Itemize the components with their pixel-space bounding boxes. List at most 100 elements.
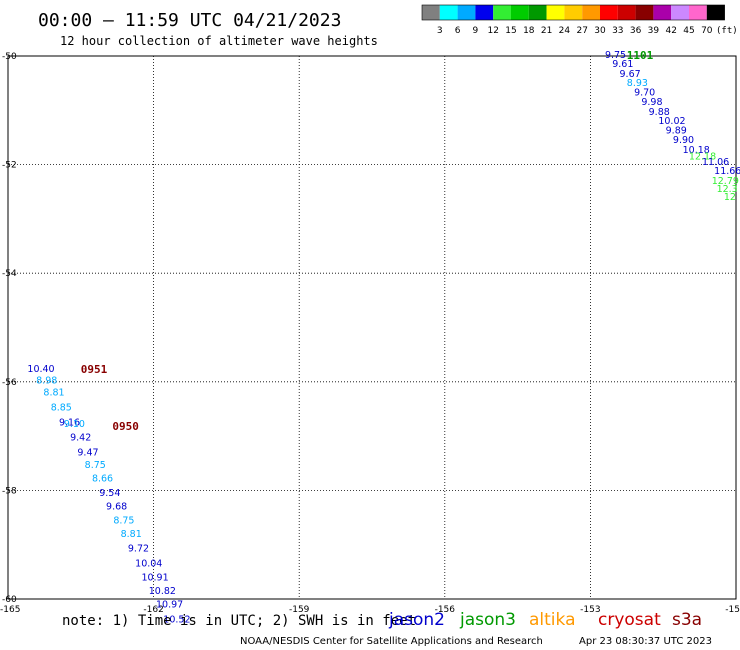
colorbar-swatch	[617, 5, 636, 20]
wave-height-point: 9.16	[59, 418, 80, 429]
data-points: 10.408.988.818.859.169.109.429.478.758.6…	[27, 50, 740, 626]
colorbar-swatch	[582, 5, 600, 20]
wave-height-point: 8.81	[43, 388, 64, 399]
wave-height-point: 9.61	[612, 59, 633, 70]
wave-height-point: 10.40	[27, 364, 54, 375]
colorbar-tick-label: 36	[630, 26, 642, 36]
wave-height-point: 10.52	[163, 615, 190, 626]
wave-height-point: 10.04	[135, 559, 162, 570]
wave-height-point: 11.66	[714, 166, 740, 177]
footer-credit: NOAA/NESDIS Center for Satellite Applica…	[240, 636, 543, 647]
pass-time-label: 0951	[81, 363, 108, 376]
time-labels: 0951 0950 1101	[81, 49, 654, 433]
wave-height-point: 9.70	[634, 87, 655, 98]
colorbar-tick-label: 15	[505, 26, 516, 36]
y-tick-label: -52	[2, 161, 17, 171]
legend-entry-altika: altika	[529, 610, 576, 630]
wave-height-point: 12.79	[712, 176, 739, 187]
colorbar: 3 6 9 12 15 18 21 24 27 30 33 36 39 42 45 70	[421, 4, 725, 36]
colorbar-border	[421, 4, 725, 21]
legend-entry-jason3: jason3	[459, 610, 516, 630]
colorbar-swatch	[689, 5, 707, 20]
colorbar-swatch	[439, 5, 458, 20]
legend-entry-s3a: s3a	[672, 610, 702, 630]
wave-height-point: 12.3	[717, 184, 738, 195]
x-tick-label: -153	[580, 605, 600, 615]
wave-height-point: 12.18	[689, 151, 716, 162]
legend: jason2 jason3 altika cryosat s3a	[388, 610, 702, 630]
wave-height-point: 8.85	[51, 402, 72, 413]
grid-lines	[8, 56, 736, 599]
colorbar-swatch	[564, 5, 583, 20]
colorbar-swatch	[457, 5, 476, 20]
wave-height-point: 10.02	[658, 116, 685, 127]
chart-title: 00:00 – 11:59 UTC 04/21/2023	[38, 10, 341, 31]
x-tick-label: -165	[0, 605, 20, 615]
colorbar-tick-label: 18	[523, 26, 535, 36]
x-tick-label: -156	[435, 605, 456, 615]
wave-height-point: 11.06	[702, 157, 729, 168]
pass-time-label: 1101	[627, 49, 654, 62]
x-tick-label: -159	[289, 605, 310, 615]
colorbar-tick-label: 6	[455, 26, 461, 36]
wave-height-point: 10.91	[141, 572, 168, 583]
colorbar-tick-label: 30	[594, 26, 606, 36]
wave-height-point: 8.81	[121, 529, 142, 540]
wave-height-point: 8.98	[36, 376, 57, 387]
legend-entry-cryosat: cryosat	[598, 610, 661, 630]
x-tick-label: -15	[725, 605, 740, 615]
colorbar-unit: (ft)	[716, 26, 738, 36]
legend-entry-jason2: jason2	[388, 610, 445, 630]
colorbar-swatch	[653, 5, 672, 20]
y-tick-label: -60	[2, 595, 17, 605]
colorbar-swatch	[671, 5, 689, 20]
colorbar-swatch	[546, 5, 565, 20]
wave-height-point: 10.18	[683, 145, 710, 156]
colorbar-swatch	[493, 5, 511, 20]
x-tick-labels: -165 -162 -159 -156 -153 -15	[0, 605, 740, 615]
plot-frame	[7, 55, 737, 600]
wave-height-point: 9.98	[641, 97, 662, 108]
colorbar-tick-label: 24	[559, 26, 571, 36]
colorbar-tick-label: 27	[576, 26, 587, 36]
colorbar-tick-label: 70	[701, 26, 713, 36]
wave-height-point: 9.75	[605, 50, 626, 61]
colorbar-tick-label: 33	[612, 26, 623, 36]
colorbar-tick-label: 45	[683, 26, 694, 36]
colorbar-tick-label: 42	[665, 26, 676, 36]
y-tick-label: -58	[2, 486, 17, 496]
wave-height-point: 12	[724, 192, 736, 203]
colorbar-swatch	[635, 5, 654, 20]
colorbar-swatch	[706, 5, 725, 20]
colorbar-swatch	[511, 5, 529, 20]
wave-height-point: 9.90	[673, 135, 694, 146]
y-tick-label: -54	[2, 269, 17, 279]
wave-height-point: 9.42	[70, 433, 91, 444]
colorbar-swatch	[422, 5, 440, 20]
wave-height-point: 9.47	[77, 447, 98, 458]
x-tick-label: -162	[143, 605, 163, 615]
wave-height-point: 9.72	[128, 544, 149, 555]
y-tick-labels: -50 -52 -54 -56 -58 -60	[2, 52, 17, 605]
colorbar-tick-label: 39	[648, 26, 660, 36]
wave-height-point: 9.88	[649, 107, 670, 118]
wave-height-point: 8.93	[627, 78, 648, 89]
wave-height-point: 9.54	[99, 488, 120, 499]
pass-time-label: 0950	[112, 420, 139, 433]
chart-subtitle: 12 hour collection of altimeter wave hei…	[60, 34, 378, 48]
colorbar-swatch	[528, 5, 547, 20]
colorbar-tick-label: 9	[473, 26, 479, 36]
colorbar-swatch	[600, 5, 618, 20]
wave-height-point: 9.67	[620, 69, 641, 80]
y-tick-label: -50	[2, 52, 17, 62]
wave-height-point: 8.75	[85, 460, 106, 471]
wave-height-point: 9.89	[666, 125, 687, 136]
wave-height-point: 8.75	[113, 515, 134, 526]
wave-height-point: 8.66	[92, 473, 113, 484]
colorbar-tick-label: 12	[487, 26, 498, 36]
colorbar-tick-label: 21	[541, 26, 552, 36]
colorbar-tick-label: 3	[437, 26, 443, 36]
y-tick-label: -56	[2, 378, 17, 388]
footer-note: note: 1) Time is in UTC; 2) SWH is in fe…	[62, 613, 416, 629]
